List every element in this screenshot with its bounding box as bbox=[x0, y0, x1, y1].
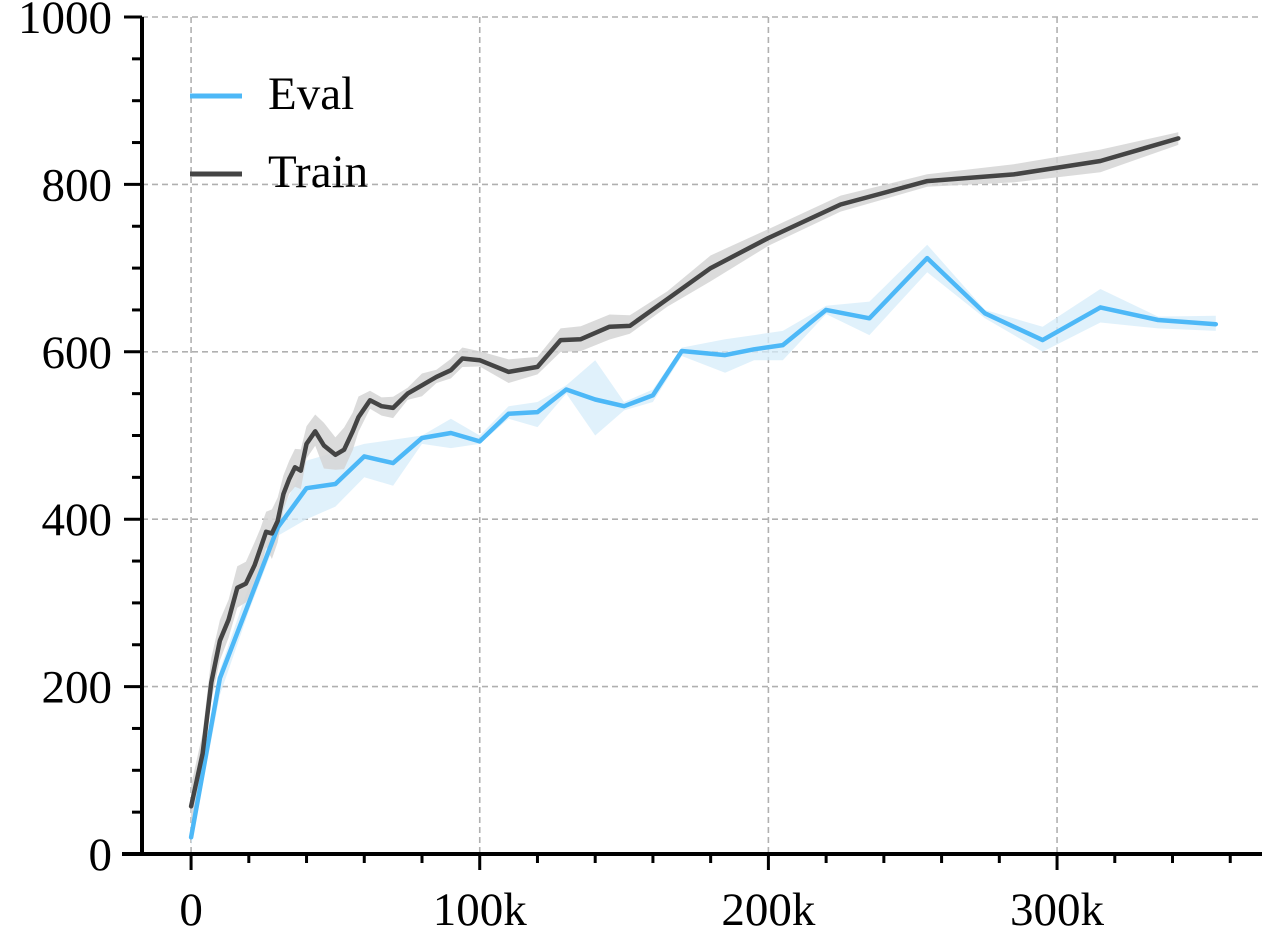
confidence-bands bbox=[191, 132, 1216, 846]
y-tick-label: 200 bbox=[42, 662, 113, 714]
y-tick-label: 800 bbox=[42, 159, 113, 211]
x-tick-label: 200k bbox=[721, 884, 816, 935]
axes bbox=[122, 17, 1262, 856]
y-tick-label: 0 bbox=[89, 829, 113, 881]
y-tick-label: 400 bbox=[42, 494, 113, 546]
y-tick-label: 1000 bbox=[18, 0, 112, 44]
line-train bbox=[188, 136, 1181, 809]
legend-label-eval: Eval bbox=[268, 68, 354, 120]
legend: Eval Train bbox=[190, 68, 368, 198]
series-lines bbox=[188, 136, 1219, 840]
x-tick-label: 0 bbox=[179, 884, 203, 935]
legend-label-train: Train bbox=[268, 146, 368, 198]
line-eval bbox=[188, 255, 1219, 840]
x-tick-label: 100k bbox=[433, 884, 528, 935]
band-eval bbox=[191, 244, 1216, 846]
x-tick-label: 300k bbox=[1010, 884, 1105, 935]
y-tick-label: 600 bbox=[42, 327, 113, 379]
ticks: 0 100k 200k 300k 0 200 400 600 800 1000 bbox=[18, 0, 1232, 935]
